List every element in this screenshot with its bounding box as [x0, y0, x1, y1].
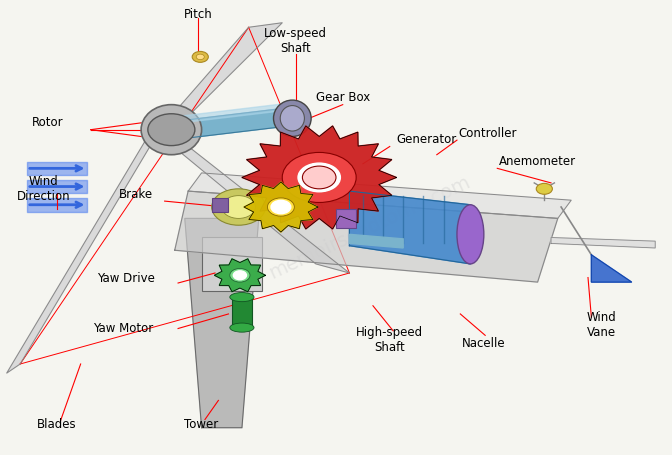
- Bar: [232, 298, 252, 328]
- Text: Wind
Direction: Wind Direction: [17, 175, 71, 203]
- Ellipse shape: [141, 105, 202, 155]
- Circle shape: [148, 114, 195, 146]
- Text: Pitch: Pitch: [184, 8, 212, 21]
- Ellipse shape: [230, 293, 254, 302]
- Bar: [336, 209, 356, 228]
- Text: Rotor: Rotor: [32, 116, 64, 129]
- Polygon shape: [551, 238, 655, 248]
- Bar: [202, 237, 262, 291]
- Ellipse shape: [230, 323, 254, 332]
- Polygon shape: [175, 191, 558, 282]
- Polygon shape: [242, 126, 396, 229]
- Circle shape: [282, 152, 356, 202]
- Polygon shape: [7, 127, 161, 373]
- Circle shape: [192, 51, 208, 62]
- Text: Blades: Blades: [38, 418, 77, 430]
- Circle shape: [267, 198, 294, 216]
- Polygon shape: [349, 234, 403, 248]
- Circle shape: [536, 183, 552, 194]
- Polygon shape: [181, 107, 296, 139]
- Circle shape: [212, 189, 265, 225]
- Ellipse shape: [457, 205, 484, 264]
- Text: Controller: Controller: [458, 127, 517, 140]
- Text: High-speed
Shaft: High-speed Shaft: [356, 326, 423, 354]
- Circle shape: [298, 163, 340, 192]
- Polygon shape: [349, 191, 470, 264]
- Circle shape: [302, 166, 336, 189]
- Circle shape: [230, 268, 250, 282]
- Text: Tower: Tower: [185, 418, 218, 430]
- Polygon shape: [214, 259, 265, 292]
- Text: Low-speed
Shaft: Low-speed Shaft: [264, 27, 327, 55]
- Circle shape: [196, 54, 204, 60]
- Text: Nacelle: Nacelle: [462, 337, 505, 350]
- Polygon shape: [181, 102, 296, 123]
- Text: Brake: Brake: [119, 188, 153, 201]
- Polygon shape: [591, 255, 632, 282]
- Ellipse shape: [274, 100, 311, 136]
- Text: memoirsoadtome.com: memoirsoadtome.com: [266, 172, 473, 283]
- Polygon shape: [185, 218, 259, 428]
- Circle shape: [233, 271, 247, 280]
- Polygon shape: [161, 23, 282, 127]
- Text: Gear Box: Gear Box: [316, 91, 370, 104]
- Polygon shape: [188, 173, 571, 218]
- Text: Anemometer: Anemometer: [499, 155, 576, 168]
- Text: Generator: Generator: [396, 133, 457, 146]
- Polygon shape: [161, 136, 349, 273]
- Bar: [212, 198, 228, 212]
- Ellipse shape: [280, 106, 304, 131]
- Text: Yaw Motor: Yaw Motor: [93, 322, 153, 335]
- Circle shape: [222, 196, 255, 218]
- Text: Wind
Vane: Wind Vane: [587, 311, 616, 339]
- Text: Yaw Drive: Yaw Drive: [97, 272, 155, 285]
- Polygon shape: [244, 182, 318, 232]
- Circle shape: [271, 200, 291, 214]
